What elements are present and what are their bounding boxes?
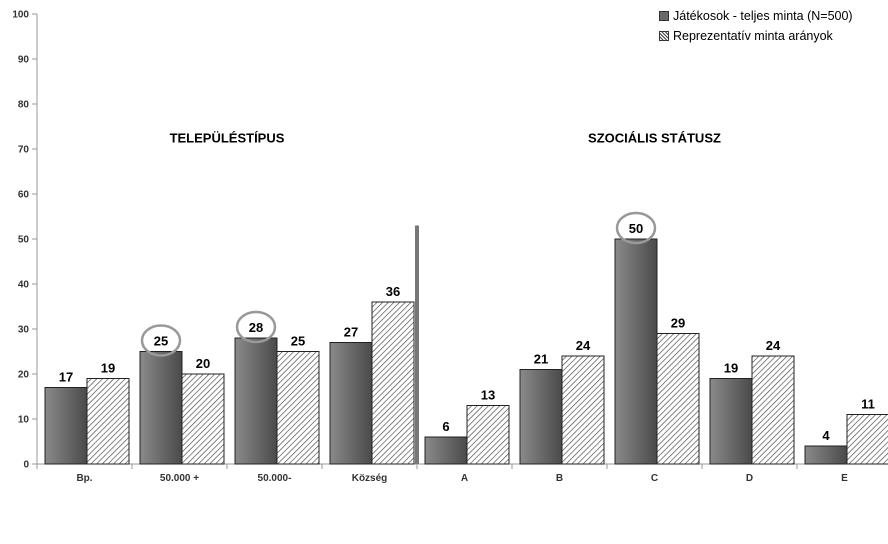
bar-series-2 <box>86 378 130 465</box>
bar-series-1 <box>44 387 88 465</box>
bar-series-1 <box>519 369 563 465</box>
highlight-circle <box>615 211 657 245</box>
y-tick-label: 60 <box>18 190 30 201</box>
y-tick-label: 100 <box>12 10 29 21</box>
legend-swatch-hatched <box>659 31 669 41</box>
bar-series-2 <box>371 301 415 465</box>
data-label: 4 <box>822 428 830 443</box>
data-label: 19 <box>101 361 115 376</box>
legend: Játékosok - teljes minta (N=500) Repreze… <box>659 6 853 46</box>
y-tick-label: 40 <box>18 280 30 291</box>
highlight-circle <box>235 310 277 344</box>
data-label: 24 <box>576 338 591 353</box>
x-tick-label: 50.000- <box>258 473 292 484</box>
bar-series-1 <box>234 337 278 465</box>
y-tick-label: 20 <box>18 370 30 381</box>
bar-series-1 <box>329 342 373 465</box>
bar-series-2 <box>751 355 795 465</box>
legend-label-series-2: Reprezentatív minta arányok <box>673 29 833 43</box>
bar-series-2 <box>276 351 320 465</box>
x-tick-label: C <box>651 473 658 484</box>
y-tick-label: 50 <box>18 235 30 246</box>
bar-series-2 <box>656 333 700 465</box>
bar-series-1 <box>614 238 658 465</box>
data-label: 17 <box>59 370 73 385</box>
data-label: 24 <box>766 338 781 353</box>
legend-swatch-solid <box>659 11 669 21</box>
data-label: 27 <box>344 325 358 340</box>
x-tick-label: 50.000 + <box>160 473 199 484</box>
y-tick-label: 30 <box>18 325 30 336</box>
bar-series-1 <box>709 378 753 465</box>
y-tick-label: 0 <box>23 460 29 471</box>
bars <box>44 238 888 465</box>
data-label: 25 <box>291 334 305 349</box>
x-tick-label: Bp. <box>76 473 92 484</box>
bar-series-1 <box>804 445 848 465</box>
bar-series-2 <box>181 373 225 465</box>
y-tick-label: 80 <box>18 100 30 111</box>
legend-label-series-1: Játékosok - teljes minta (N=500) <box>673 9 853 23</box>
data-label: 19 <box>724 361 738 376</box>
section-title: TELEPÜLÉSTÍPUS <box>170 130 285 145</box>
bar-series-2 <box>846 414 888 465</box>
x-tick-label: Község <box>352 473 388 484</box>
data-labels: 17 25 28 27 6 21 50 19 4 19 20 25 36 13 24 29 24 11 <box>59 211 875 443</box>
data-label: 21 <box>534 352 548 367</box>
x-tick-label: D <box>746 473 753 484</box>
data-label: 50 <box>629 221 643 236</box>
y-tick-label: 10 <box>18 415 30 426</box>
data-label: 20 <box>196 356 210 371</box>
x-tick-label: B <box>556 473 563 484</box>
bar-series-1 <box>424 436 468 465</box>
x-tick-label: E <box>841 473 848 484</box>
data-label: 28 <box>249 320 263 335</box>
legend-item-series-1: Játékosok - teljes minta (N=500) <box>659 6 853 26</box>
data-label: 25 <box>154 334 168 349</box>
data-label: 11 <box>861 397 875 412</box>
data-label: 6 <box>442 419 449 434</box>
highlight-circle <box>140 324 182 357</box>
bar-series-2 <box>466 405 510 465</box>
axes: 0 10 20 30 40 50 60 70 80 90 100 Bp. 50.000 + 50.000-… <box>12 10 888 484</box>
y-tick-label: 70 <box>18 145 30 156</box>
bar-series-1 <box>139 351 183 465</box>
bar-series-2 <box>561 355 605 465</box>
data-label: 29 <box>671 316 685 331</box>
legend-item-series-2: Reprezentatív minta arányok <box>659 26 853 46</box>
x-tick-label: A <box>461 473 468 484</box>
y-tick-label: 90 <box>18 55 30 66</box>
data-label: 13 <box>481 388 495 403</box>
section-title: SZOCIÁLIS STÁTUSZ <box>588 130 721 145</box>
data-label: 36 <box>386 284 400 299</box>
